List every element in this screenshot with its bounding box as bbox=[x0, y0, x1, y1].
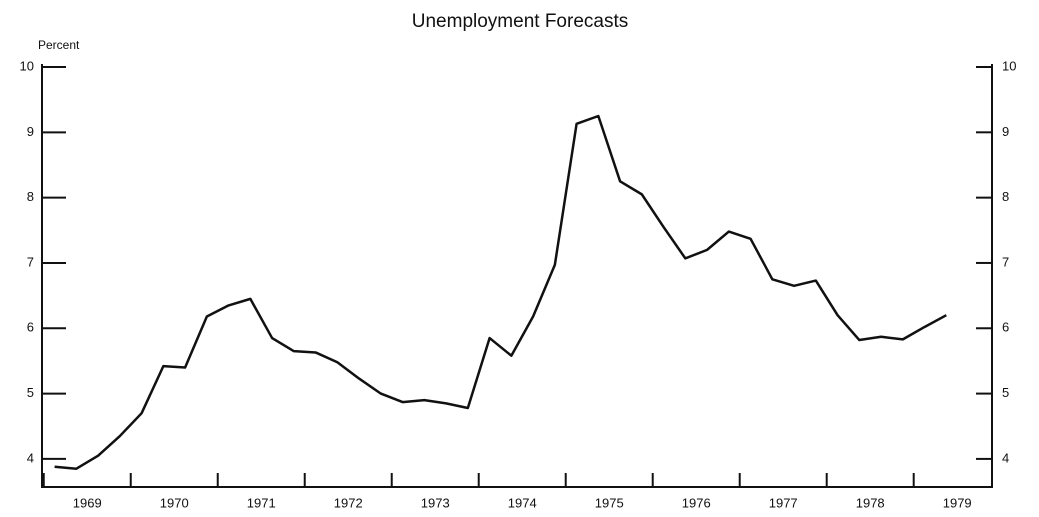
x-tick-label: 1973 bbox=[421, 495, 450, 510]
y-tick-label: 6 bbox=[27, 320, 34, 335]
data-line bbox=[54, 114, 947, 470]
y-tick-label: 5 bbox=[27, 385, 34, 400]
y2-tick-label: 10 bbox=[1002, 58, 1016, 73]
x-tick-label: 1977 bbox=[769, 495, 798, 510]
chart-title: Unemployment Forecasts bbox=[412, 11, 628, 32]
y-tick-label: 4 bbox=[27, 450, 34, 465]
y2-tick-label: 5 bbox=[1002, 385, 1009, 400]
y-tick-label: 8 bbox=[27, 189, 34, 204]
y-tick-label: 7 bbox=[27, 254, 34, 269]
y2-tick-label: 7 bbox=[1002, 254, 1009, 269]
y-axis-label: Percent bbox=[38, 38, 80, 52]
x-tick-label: 1970 bbox=[160, 495, 189, 510]
x-tick-label: 1979 bbox=[943, 495, 972, 510]
x-tick-label: 1978 bbox=[856, 495, 885, 510]
x-tick-label: 1976 bbox=[682, 495, 711, 510]
x-tick-label: 1974 bbox=[508, 495, 537, 510]
y2-tick-label: 4 bbox=[1002, 450, 1009, 465]
x-tick-label: 1969 bbox=[73, 495, 102, 510]
y2-tick-label: 6 bbox=[1002, 320, 1009, 335]
y2-tick-label: 8 bbox=[1002, 189, 1009, 204]
x-tick-label: 1975 bbox=[595, 495, 624, 510]
x-tick-label: 1972 bbox=[334, 495, 363, 510]
y-tick-label: 10 bbox=[20, 58, 34, 73]
y2-tick-label: 9 bbox=[1002, 124, 1009, 139]
x-tick-label: 1971 bbox=[247, 495, 276, 510]
y-tick-label: 9 bbox=[27, 124, 34, 139]
